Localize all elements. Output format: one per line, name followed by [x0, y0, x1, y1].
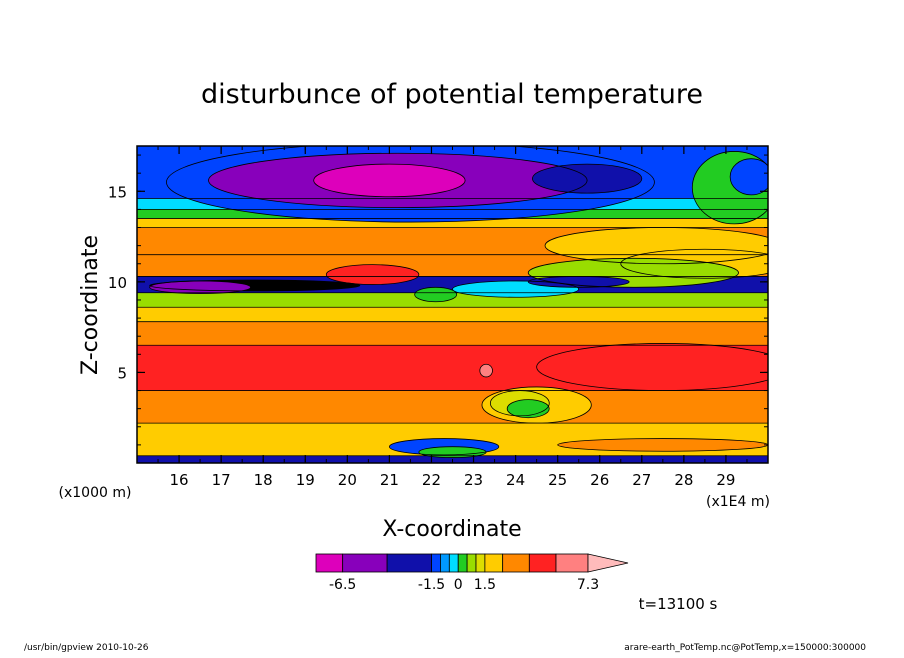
y-axis-title: Z-coordinate: [78, 235, 103, 375]
contour-blob-18: [506, 399, 550, 419]
heatmap-field: [137, 146, 768, 463]
colorbar-swatch-0: [315, 553, 344, 573]
colorbar-extend-arrow: [587, 553, 629, 573]
x-tick-label-17: 17: [212, 471, 231, 489]
field-blob-21: [557, 438, 768, 452]
colorbar-swatch-12: [555, 553, 589, 573]
field-blob-10: [528, 276, 630, 288]
colorbar-swatch-2: [386, 553, 432, 573]
contour-blob-20: [418, 446, 487, 458]
x-tick-label-27: 27: [632, 471, 651, 489]
y-axis: 5 10 15: [108, 154, 768, 446]
x-tick-label-26: 26: [590, 471, 609, 489]
colorbar-labels: -6.5 -1.5 0 1.5 7.3: [329, 577, 599, 593]
contour-blob-14: [414, 286, 458, 303]
contour-blob-10: [527, 276, 630, 288]
colorbar-label-1: -1.5: [418, 577, 445, 593]
x-tick-label-16: 16: [170, 471, 189, 489]
x-tick-label-24: 24: [506, 471, 525, 489]
colorbar-swatch-8: [475, 553, 486, 573]
colorbar: [315, 553, 629, 573]
contour-blob-8: [527, 257, 739, 288]
x-tick-label-21: 21: [380, 471, 399, 489]
colorbar-swatch-10: [502, 553, 530, 573]
x-tick-label-29: 29: [716, 471, 735, 489]
x-axis: 16 17 18 19 20 21 22 23 24 25 26 27 28 29: [136, 146, 769, 489]
chart-title: disturbunce of potential temperature: [201, 79, 703, 110]
x-unit-label: (x1E4 m): [706, 494, 770, 510]
colorbar-swatch-7: [466, 553, 477, 573]
field-band-10: [137, 218, 768, 228]
field-blob-11: [326, 264, 419, 285]
colorbar-swatch-4: [440, 553, 450, 573]
contour-blob-2: [313, 163, 466, 198]
contour-blob-19: [388, 438, 500, 456]
contour-blob-4: [691, 151, 768, 225]
contour-blob-6: [544, 227, 768, 265]
contour-blob-17: [489, 390, 550, 417]
colorbar-swatch-11: [528, 553, 557, 573]
x-tick-label-25: 25: [548, 471, 567, 489]
x-tick-label-20: 20: [338, 471, 357, 489]
x-tick-label-23: 23: [464, 471, 483, 489]
x-tick-label-18: 18: [254, 471, 273, 489]
colorbar-label-4: 7.3: [577, 577, 599, 593]
colorbar-label-2: 0: [454, 577, 463, 593]
field-band-4: [137, 321, 768, 346]
colorbar-label-3: 1.5: [474, 577, 496, 593]
contour-blob-16: [481, 386, 592, 424]
contour-blob-7: [620, 248, 768, 279]
contour-blob-15: [536, 343, 768, 391]
colorbar-swatch-9: [484, 553, 504, 573]
colorbar-label-0: -6.5: [329, 577, 356, 593]
y-tick-label-5: 5: [117, 364, 127, 382]
footer-right: arare-earth_PotTemp.nc@PotTemp,x=150000:…: [624, 643, 866, 653]
field-blob-5: [730, 158, 768, 195]
field-band-5: [137, 307, 768, 322]
y-tick-label-10: 10: [108, 274, 127, 292]
colorbar-swatch-1: [342, 553, 388, 573]
x-axis-title: X-coordinate: [382, 517, 521, 542]
contour-blob-11: [325, 264, 420, 285]
contour-blob-13: [149, 280, 251, 295]
colorbar-swatch-3: [431, 553, 441, 573]
field-blob-2: [313, 164, 466, 197]
y-tick-label-15: 15: [108, 183, 127, 201]
x-tick-label-19: 19: [296, 471, 315, 489]
x-tick-label-22: 22: [422, 471, 441, 489]
footer-left: /usr/bin/gpview 2010-10-26: [24, 643, 149, 653]
field-blob-22: [479, 364, 493, 377]
field-band-6: [137, 292, 768, 308]
contour-blob-9: [452, 280, 580, 298]
contour-blob-1: [208, 152, 588, 208]
contour-blob-12: [149, 279, 361, 292]
field-blob-14: [414, 287, 457, 302]
contour-blob-5: [729, 158, 768, 196]
colorbar-swatch-5: [448, 553, 459, 573]
field-blob-15: [536, 343, 768, 391]
y-unit-label: (x1000 m): [59, 485, 132, 501]
contour-blob-22: [479, 363, 493, 378]
contour-blob-0: [166, 146, 655, 223]
contour-blob-3: [532, 163, 643, 194]
x-tick-label-28: 28: [674, 471, 693, 489]
colorbar-swatch-6: [457, 553, 468, 573]
field-band-2: [137, 390, 768, 424]
time-label: t=13100 s: [639, 595, 718, 613]
